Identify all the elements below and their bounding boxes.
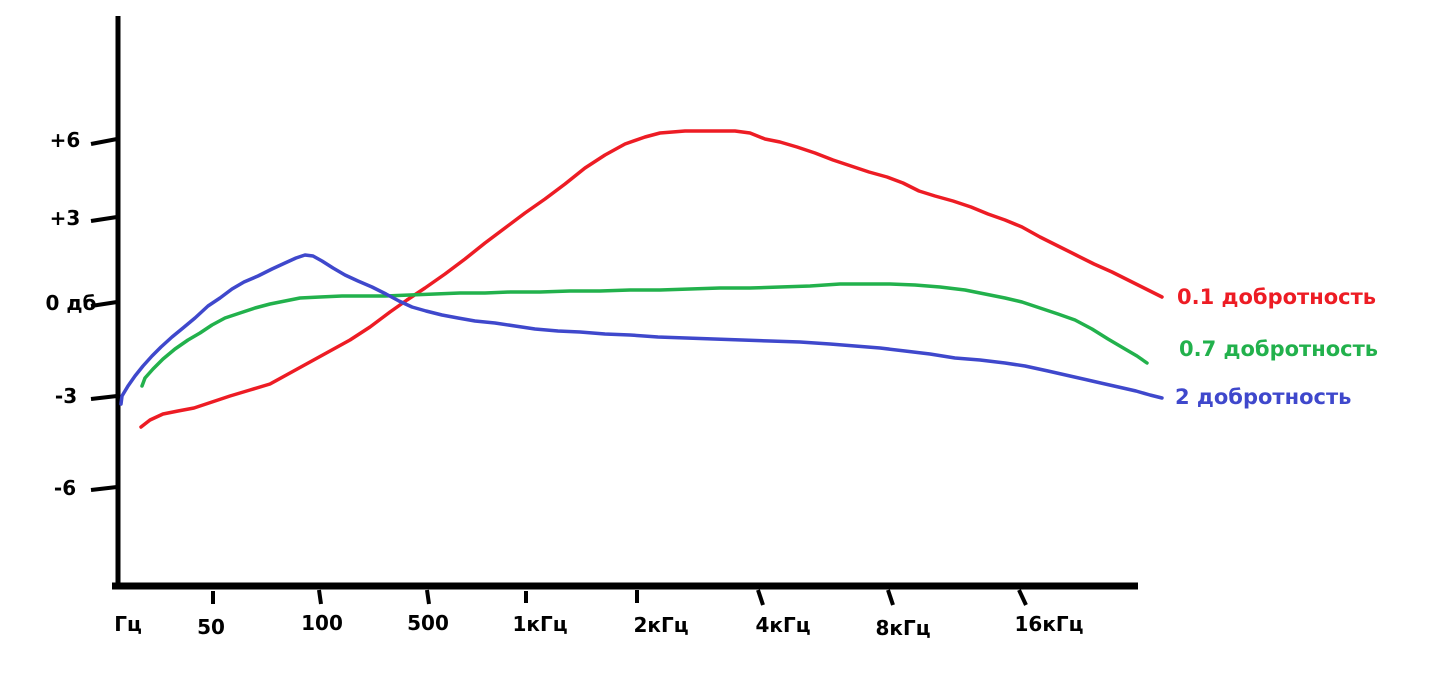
y-axis-label-plus6: +6	[49, 128, 81, 152]
x-axis-label-500: 500	[407, 611, 449, 635]
x-axis-tick-7	[1017, 589, 1028, 606]
x-axis-label-1khz: 1кГц	[512, 612, 568, 636]
y-axis-label-minus6: -6	[53, 476, 77, 500]
legend-item-q-2: 2 добротность	[1175, 385, 1352, 409]
curve-q-2	[119, 253, 1164, 406]
x-axis-tick-2	[425, 589, 431, 605]
y-axis-label-plus3: +3	[49, 206, 81, 230]
legend-item-q-0-7: 0.7 добротность	[1179, 337, 1379, 361]
x-axis-label-8khz: 8кГц	[875, 616, 931, 640]
y-axis-tick-3	[90, 394, 118, 401]
y-axis-tick-0	[90, 137, 118, 146]
x-axis-label-50: 50	[197, 615, 225, 639]
y-axis-label-zero-db: 0 дб	[45, 291, 97, 315]
x-axis-label-100: 100	[301, 611, 343, 635]
x-axis-label-16khz: 16кГц	[1014, 612, 1084, 636]
y-axis-label-minus3: -3	[54, 384, 78, 408]
y-axis-tick-4	[90, 485, 118, 492]
y-axis-tick-1	[90, 215, 118, 223]
curve-q-0-7	[140, 282, 1149, 388]
legend-item-q-0-1: 0.1 добротность	[1177, 285, 1377, 309]
x-axis-label-2khz: 2кГц	[633, 613, 689, 637]
x-axis-label-4khz: 4кГц	[755, 613, 811, 637]
x-axis-label-hz: Гц	[114, 612, 142, 636]
y-axis-tick-2	[90, 300, 118, 308]
curve-q-0-1	[139, 129, 1164, 429]
x-axis-tick-6	[886, 589, 895, 606]
x-axis-tick-5	[756, 589, 765, 606]
x-axis-tick-1	[317, 589, 323, 605]
